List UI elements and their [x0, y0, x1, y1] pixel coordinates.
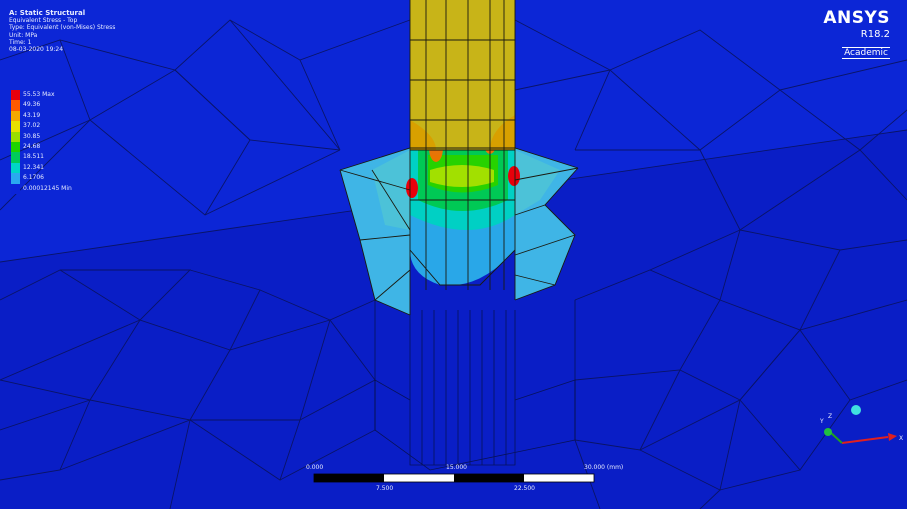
svg-text:Y: Y — [819, 418, 824, 425]
legend-value: 30.85 — [23, 132, 41, 140]
legend-value: 55.53 Max — [23, 91, 55, 98]
legend-value: 24.68 — [23, 142, 41, 150]
scale-mid-label: 22.500 — [514, 485, 535, 492]
result-info: A: Static Structural Equivalent Stress -… — [9, 9, 116, 54]
scale-tick-label: 15.000 — [446, 464, 467, 471]
axis-triad: X Y Z — [819, 405, 903, 444]
info-line: 08-03-2020 19:24 — [9, 46, 64, 54]
scale-mid-label: 7.500 — [376, 485, 394, 492]
info-line: Equivalent Stress - Top — [9, 17, 78, 25]
legend-swatch — [11, 152, 20, 163]
legend-value: 6.1706 — [23, 174, 44, 182]
legend-swatch — [11, 131, 20, 142]
legend-swatch — [11, 162, 20, 174]
info-line: Time: 1 — [9, 38, 32, 46]
svg-text:Z: Z — [828, 413, 832, 420]
legend-swatch — [11, 110, 20, 122]
legend-swatch — [11, 100, 20, 111]
scale-tick-label: 0.000 — [306, 464, 324, 471]
scale-tick-label: 30.000 (mm) — [584, 464, 624, 471]
brand-name: ANSYS — [823, 8, 890, 28]
legend-swatch — [11, 183, 20, 194]
legend-value: 18.511 — [23, 153, 44, 161]
legend-value: 12.341 — [23, 163, 44, 171]
ansys-logo: ANSYS R18.2 Academic — [823, 8, 890, 59]
info-line: Type: Equivalent (von-Mises) Stress — [9, 24, 116, 32]
legend-value: 37.02 — [23, 122, 41, 130]
scale-bar — [313, 473, 595, 483]
analysis-title: A: Static Structural — [9, 9, 86, 17]
svg-text:X: X — [899, 435, 903, 442]
legend-value: 0.00012145 Min — [23, 184, 72, 192]
brand-version: R18.2 — [860, 29, 890, 40]
legend-swatch — [11, 173, 20, 184]
legend-value: 49.36 — [23, 101, 41, 109]
legend-swatch — [11, 121, 20, 132]
legend-swatch — [11, 90, 20, 101]
brand-edition: Academic — [842, 47, 890, 59]
legend-value: 43.19 — [23, 111, 41, 119]
legend-swatch — [11, 141, 20, 153]
info-line: Unit: MPa — [9, 31, 38, 39]
